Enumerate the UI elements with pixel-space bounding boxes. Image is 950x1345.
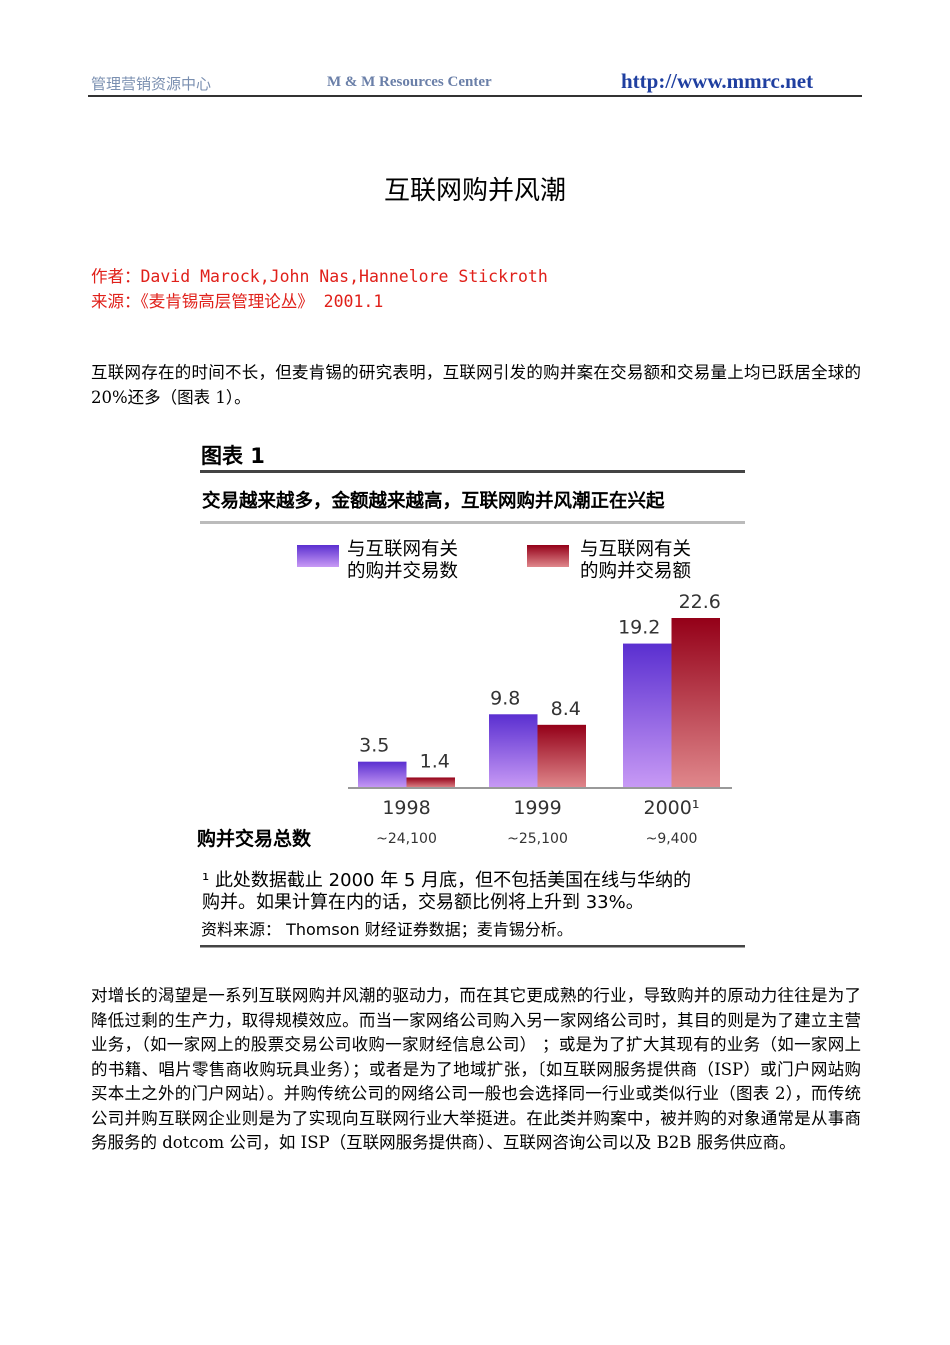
legend-label-count-1: 与互联网有关 <box>347 539 458 560</box>
total-value: ~9,400 <box>646 831 698 847</box>
total-value: ~24,100 <box>376 831 437 847</box>
bar-value-2 <box>671 618 720 788</box>
bar-value-1 <box>537 724 586 788</box>
chart-top-rule <box>200 470 745 473</box>
paragraph-1: 互联网存在的时间不长，但麦肯锡的研究表明，互联网引发的购并案在交易额和交易量上均… <box>91 363 861 407</box>
total-value: ~25,100 <box>507 831 568 847</box>
legend-label-value-1: 与互联网有关 <box>580 539 691 560</box>
bar-count-0 <box>358 761 407 788</box>
data-label: 1.4 <box>420 750 450 772</box>
article-title: 互联网购并风潮 <box>383 176 566 206</box>
x-tick-label: 1998 <box>382 797 430 819</box>
footnote-line-1: ¹ 此处数据截止 2000 年 5 月底，但不包括美国在线与华纳的 <box>202 870 691 891</box>
footnote-line-2: 购并。如果计算在内的话，交易额比例将上升到 33%。 <box>202 892 644 913</box>
x-tick-label: 2000¹ <box>644 797 700 819</box>
data-label: 19.2 <box>618 617 660 639</box>
header-divider <box>88 95 862 97</box>
bar-value-0 <box>406 777 455 788</box>
data-label: 9.8 <box>490 687 520 709</box>
legend-label-value-2: 的购并交易额 <box>580 561 691 582</box>
legend-swatch-value <box>527 545 569 567</box>
x-axis-line <box>348 787 732 789</box>
paragraph-2: 对增长的渴望是一系列互联网购并风潮的驱动力，而在其它更成熟的行业，导致购并的原动… <box>91 986 861 1152</box>
chart-title: 交易越来越多，金额越来越高，互联网购并风潮正在兴起 <box>202 490 665 512</box>
header-org-cn: 管理营销资源中心 <box>91 75 212 93</box>
chart-source: 资料来源： Thomson 财经证券数据；麦肯锡分析。 <box>201 920 573 939</box>
x-tick-label: 1999 <box>513 797 561 819</box>
data-label: 3.5 <box>359 735 389 757</box>
article-author: 作者：David Marock,John Nas,Hannelore Stick… <box>91 267 548 286</box>
legend-label-count-2: 的购并交易数 <box>347 561 458 582</box>
bar-count-2 <box>623 643 672 788</box>
header-org-en: M & M Resources Center <box>327 74 492 90</box>
data-label: 22.6 <box>679 591 721 613</box>
bar-count-1 <box>489 714 538 788</box>
chart-bottom-rule <box>200 945 745 948</box>
bars-group: 3.5 1.4 1998 ~24,100 9.8 8.4 1999 ~25,100 19.2 22… <box>358 591 721 847</box>
chart-title-rule <box>200 521 745 524</box>
data-label: 8.4 <box>551 698 581 720</box>
legend-swatch-count <box>297 545 339 567</box>
chart-label: 图表 1 <box>201 444 265 468</box>
totals-label: 购并交易总数 <box>197 827 312 850</box>
article-source: 来源：《麦肯锡高层管理论丛》 2001.1 <box>91 292 384 311</box>
header-url-link[interactable]: http://www.mmrc.net <box>621 69 814 93</box>
